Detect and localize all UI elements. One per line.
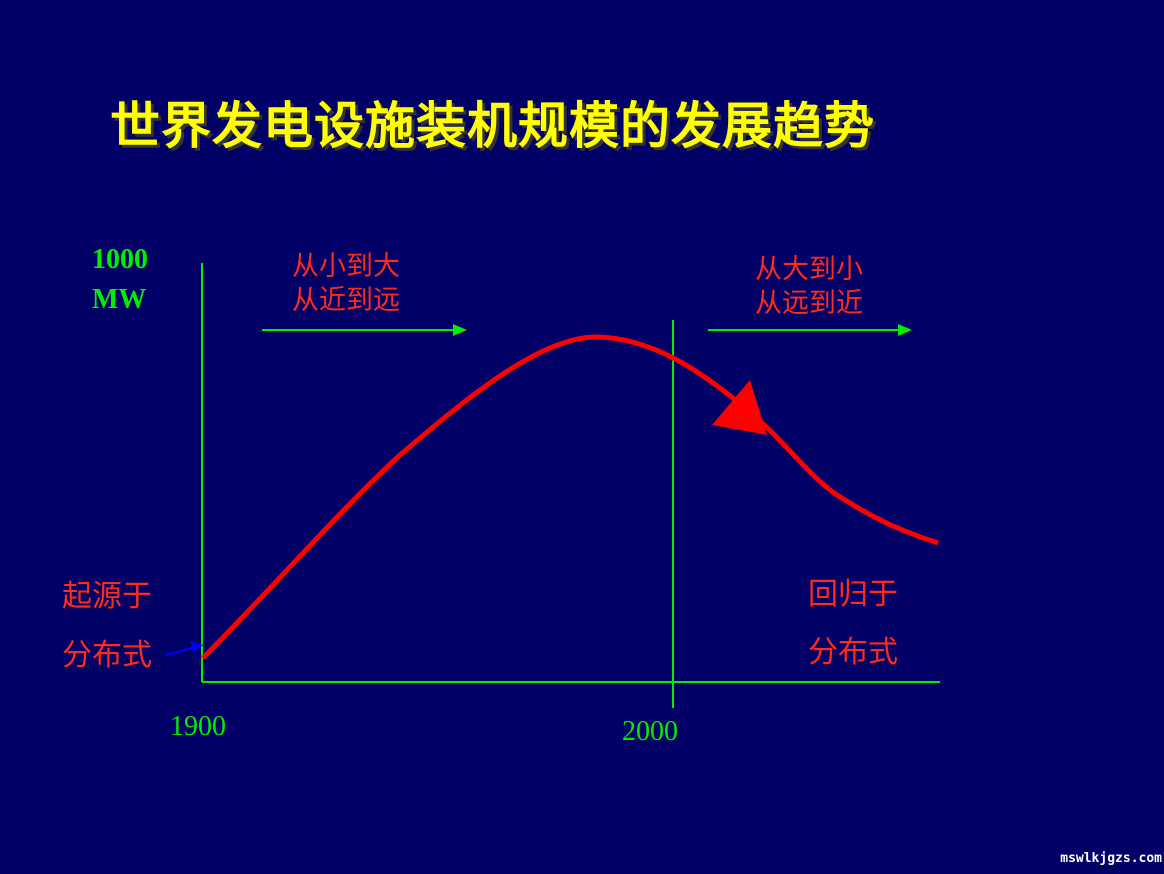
right-arrow <box>708 324 912 336</box>
right-note-line2: 从远到近 <box>755 288 863 319</box>
slide-title: 世界发电设施装机规模的发展趋势 <box>110 97 875 155</box>
left-arrow <box>262 324 467 336</box>
x-axis-2000-label: 2000 <box>622 716 678 747</box>
y-axis-unit: MW <box>92 284 147 315</box>
y-axis-value: 1000 <box>92 244 148 275</box>
right-note-line1: 从大到小 <box>755 254 863 285</box>
curve-arrowhead <box>712 380 767 435</box>
trend-curve <box>201 334 939 660</box>
return-label-line2: 分布式 <box>808 635 898 670</box>
watermark: mswlkjgzs.com <box>1060 851 1162 866</box>
x-axis-start-label: 1900 <box>170 711 226 742</box>
left-note-line1: 从小到大 <box>292 251 400 282</box>
origin-label-line2: 分布式 <box>62 638 152 673</box>
origin-pointer <box>165 641 203 656</box>
origin-label-line1: 起源于 <box>62 579 152 614</box>
return-label-line1: 回归于 <box>808 577 898 612</box>
left-note-line2: 从近到远 <box>292 285 400 316</box>
